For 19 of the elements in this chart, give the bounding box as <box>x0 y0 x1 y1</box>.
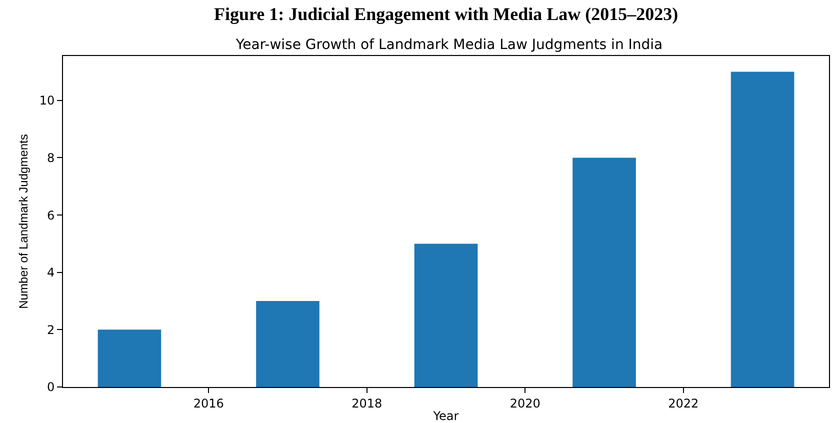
bar <box>98 330 162 387</box>
y-tick-label: 6 <box>46 208 55 222</box>
y-tick-label: 10 <box>39 94 55 108</box>
x-tick-label: 2022 <box>668 396 699 410</box>
y-tick-label: 4 <box>46 266 55 280</box>
bar <box>572 158 636 387</box>
bar <box>730 72 794 387</box>
x-tick-label: 2018 <box>352 396 382 410</box>
caption: Figure 1: Judicial Engagement with Media Law (2015–2023) <box>214 4 678 24</box>
y-tick-label: 0 <box>46 380 55 394</box>
x-tick-label: 2016 <box>193 396 224 410</box>
y-axis-title: Number of Landmark Judgments <box>16 134 31 309</box>
bar <box>256 301 320 387</box>
y-tick-label: 2 <box>46 322 55 337</box>
y-tick-label: 8 <box>46 150 55 165</box>
bar <box>414 244 478 387</box>
chart-title: Year-wise Growth of Landmark Media Law Judgments in India <box>234 36 663 53</box>
x-tick-label: 2020 <box>510 396 540 410</box>
x-axis-title: Year <box>432 409 459 423</box>
